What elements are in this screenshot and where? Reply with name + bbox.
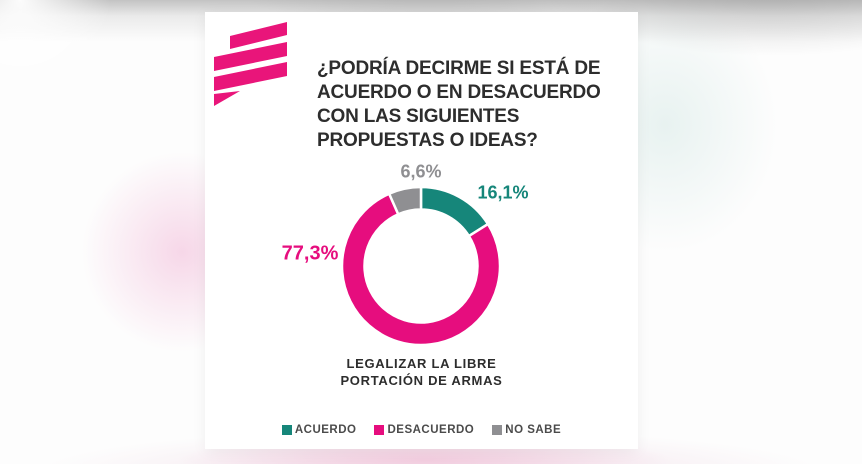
legend-label-no-sabe: NO SABE <box>505 424 562 436</box>
legend-swatch-acuerdo <box>281 425 292 435</box>
title-line: ¿PODRÍA DECIRME SI ESTÁ DE <box>317 58 601 79</box>
legend-item-acuerdo: ACUERDO <box>281 424 357 436</box>
legend-label-desacuerdo: DESACUERDO <box>387 424 475 436</box>
title-line: ACUERDO O EN DESACUERDO <box>317 82 601 103</box>
legend-swatch-desacuerdo <box>374 425 385 435</box>
legend-item-desacuerdo: DESACUERDO <box>374 424 474 436</box>
category-line: PORTACIÓN DE ARMAS <box>340 373 503 388</box>
donut-chart <box>338 183 504 349</box>
title-line: CON LAS SIGUIENTES <box>317 106 520 127</box>
legend-swatch-no-sabe <box>492 425 503 435</box>
category-line: LEGALIZAR LA LIBRE <box>346 356 497 371</box>
chart-category-label: LEGALIZAR LA LIBRE PORTACIÓN DE ARMAS <box>205 355 638 389</box>
pct-label-desacuerdo: 77,3% <box>281 242 339 265</box>
pct-label-acuerdo: 16,1% <box>477 182 529 203</box>
survey-question-title: ¿PODRÍA DECIRME SI ESTÁ DE ACUERDO O EN … <box>317 57 629 153</box>
chart-legend: ACUERDO DESACUERDO NO SABE <box>205 424 638 436</box>
survey-card: ¿PODRÍA DECIRME SI ESTÁ DE ACUERDO O EN … <box>205 12 638 449</box>
legend-label-acuerdo: ACUERDO <box>294 424 357 436</box>
title-line: PROPUESTAS O IDEAS? <box>317 130 538 151</box>
legend-item-no-sabe: NO SABE <box>492 424 561 436</box>
donut-slice-no-sabe <box>387 185 423 216</box>
donut-chart-svg <box>340 185 502 347</box>
donut-slice-desacuerdo <box>340 192 502 347</box>
pct-label-no-sabe: 6,6% <box>400 161 442 182</box>
pollster-logo-icon <box>214 22 287 106</box>
